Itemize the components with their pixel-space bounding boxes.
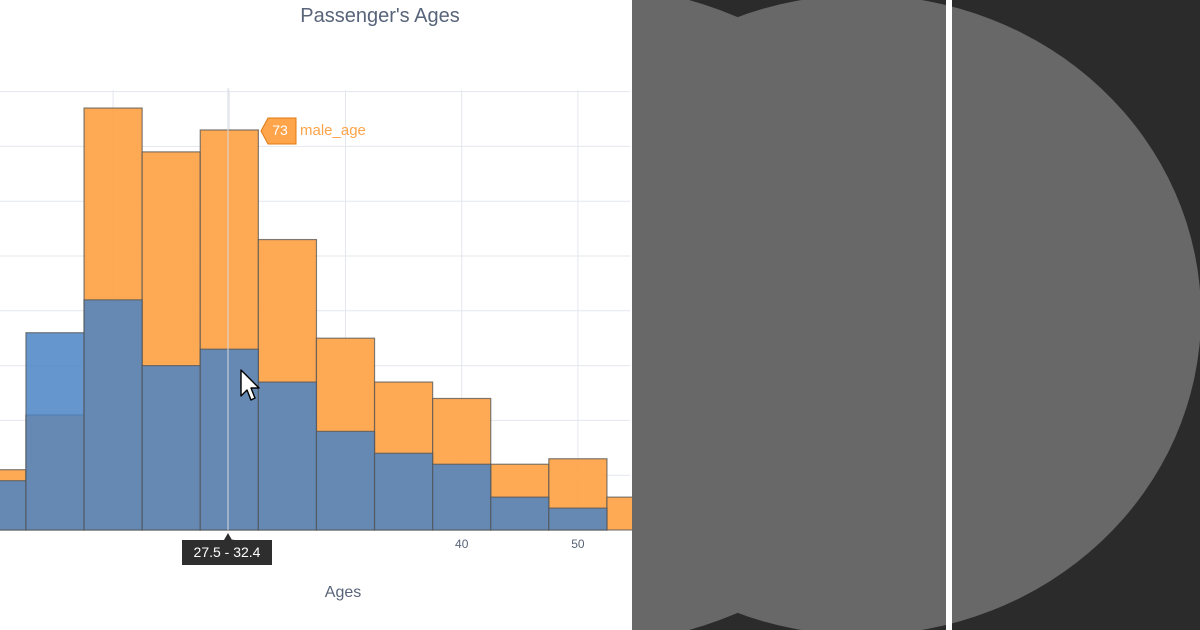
histogram-bar-female_age[interactable] [432, 463, 492, 531]
histogram-bar-female_age[interactable] [25, 332, 85, 531]
histogram-bar-female_age[interactable] [548, 507, 608, 531]
x-tick-label: 0 [0, 537, 1, 551]
histogram-bar-female_age[interactable] [141, 365, 201, 531]
x-axis-label: Ages [325, 584, 361, 601]
x-tick-label: 50 [571, 537, 585, 551]
hover-tooltip: 73 male_age 27.5 - 32.4 [182, 88, 366, 565]
histogram-bar-female_age[interactable] [257, 381, 318, 531]
hover-series-name: male_age [300, 122, 366, 139]
histogram-bar-male_age[interactable] [606, 496, 632, 531]
gray-half-circle-shape [632, 0, 1200, 630]
hover-range-text: 27.5 - 32.4 [194, 544, 261, 560]
hover-range-tag [182, 533, 272, 565]
hover-value-text: 73 [272, 122, 288, 138]
chart-title: Passenger's Ages [300, 5, 459, 27]
histogram-bar-female_age[interactable] [490, 496, 550, 531]
x-axis-ticks: 020405060 [0, 537, 585, 551]
histogram-bar-female_age[interactable] [373, 452, 434, 531]
histogram-bar-female_age[interactable] [0, 480, 27, 531]
histogram-bar-female_age[interactable] [83, 299, 143, 531]
mouse-cursor-icon [240, 369, 260, 401]
histogram-bars[interactable] [0, 107, 632, 531]
panel-divider [946, 0, 952, 630]
histogram-panel: 020405060 Passenger's Ages Ages 73 male_… [0, 5, 632, 601]
hover-value-tag [260, 117, 297, 145]
x-tick-label: 40 [455, 537, 469, 551]
histogram-chart: 020405060 Passenger's Ages Ages 73 male_… [0, 5, 632, 601]
histogram-bar-female_age[interactable] [315, 430, 376, 531]
histogram-bar-female_age[interactable] [199, 348, 259, 531]
image-preview-panel [632, 0, 1200, 630]
